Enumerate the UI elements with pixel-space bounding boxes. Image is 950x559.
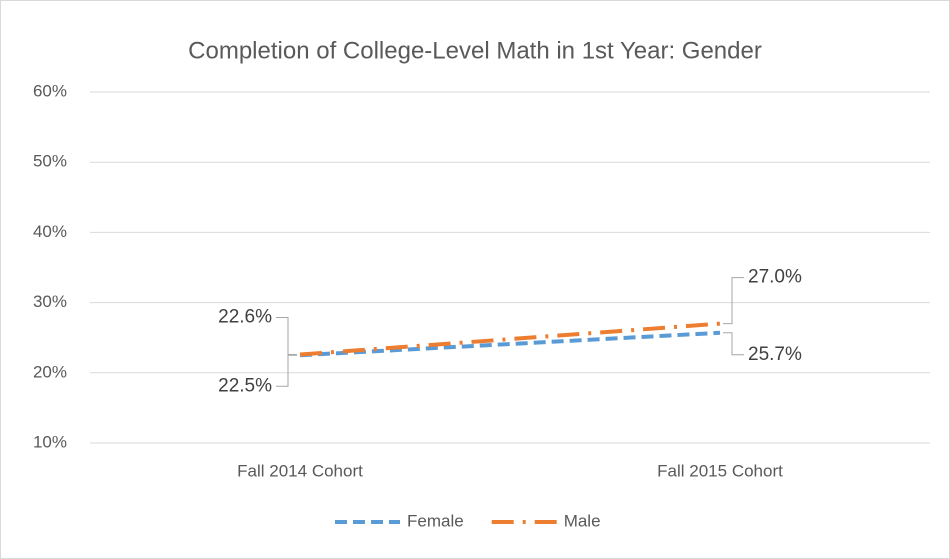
- y-tick-label: 20%: [33, 362, 67, 381]
- data-label: 27.0%: [748, 267, 802, 288]
- data-label: 22.6%: [218, 307, 272, 328]
- y-tick-label: 60%: [33, 81, 67, 100]
- data-label: 22.5%: [218, 375, 272, 396]
- y-tick-label: 10%: [33, 432, 67, 451]
- legend-label: Female: [407, 511, 464, 530]
- y-tick-label: 40%: [33, 222, 67, 241]
- x-tick-label: Fall 2014 Cohort: [237, 461, 363, 480]
- data-label: 25.7%: [748, 344, 802, 365]
- legend-label: Male: [564, 511, 601, 530]
- series-line: [299, 321, 721, 357]
- leader-line: [276, 317, 297, 356]
- x-tick-label: Fall 2015 Cohort: [657, 461, 783, 480]
- leader-line: [723, 277, 744, 325]
- chart-title: Completion of College-Level Math in 1st …: [188, 37, 762, 64]
- leader-line: [276, 354, 297, 387]
- series-line: [299, 330, 721, 358]
- leader-line: [723, 332, 744, 356]
- y-tick-label: 50%: [33, 152, 67, 171]
- y-tick-label: 30%: [33, 292, 67, 311]
